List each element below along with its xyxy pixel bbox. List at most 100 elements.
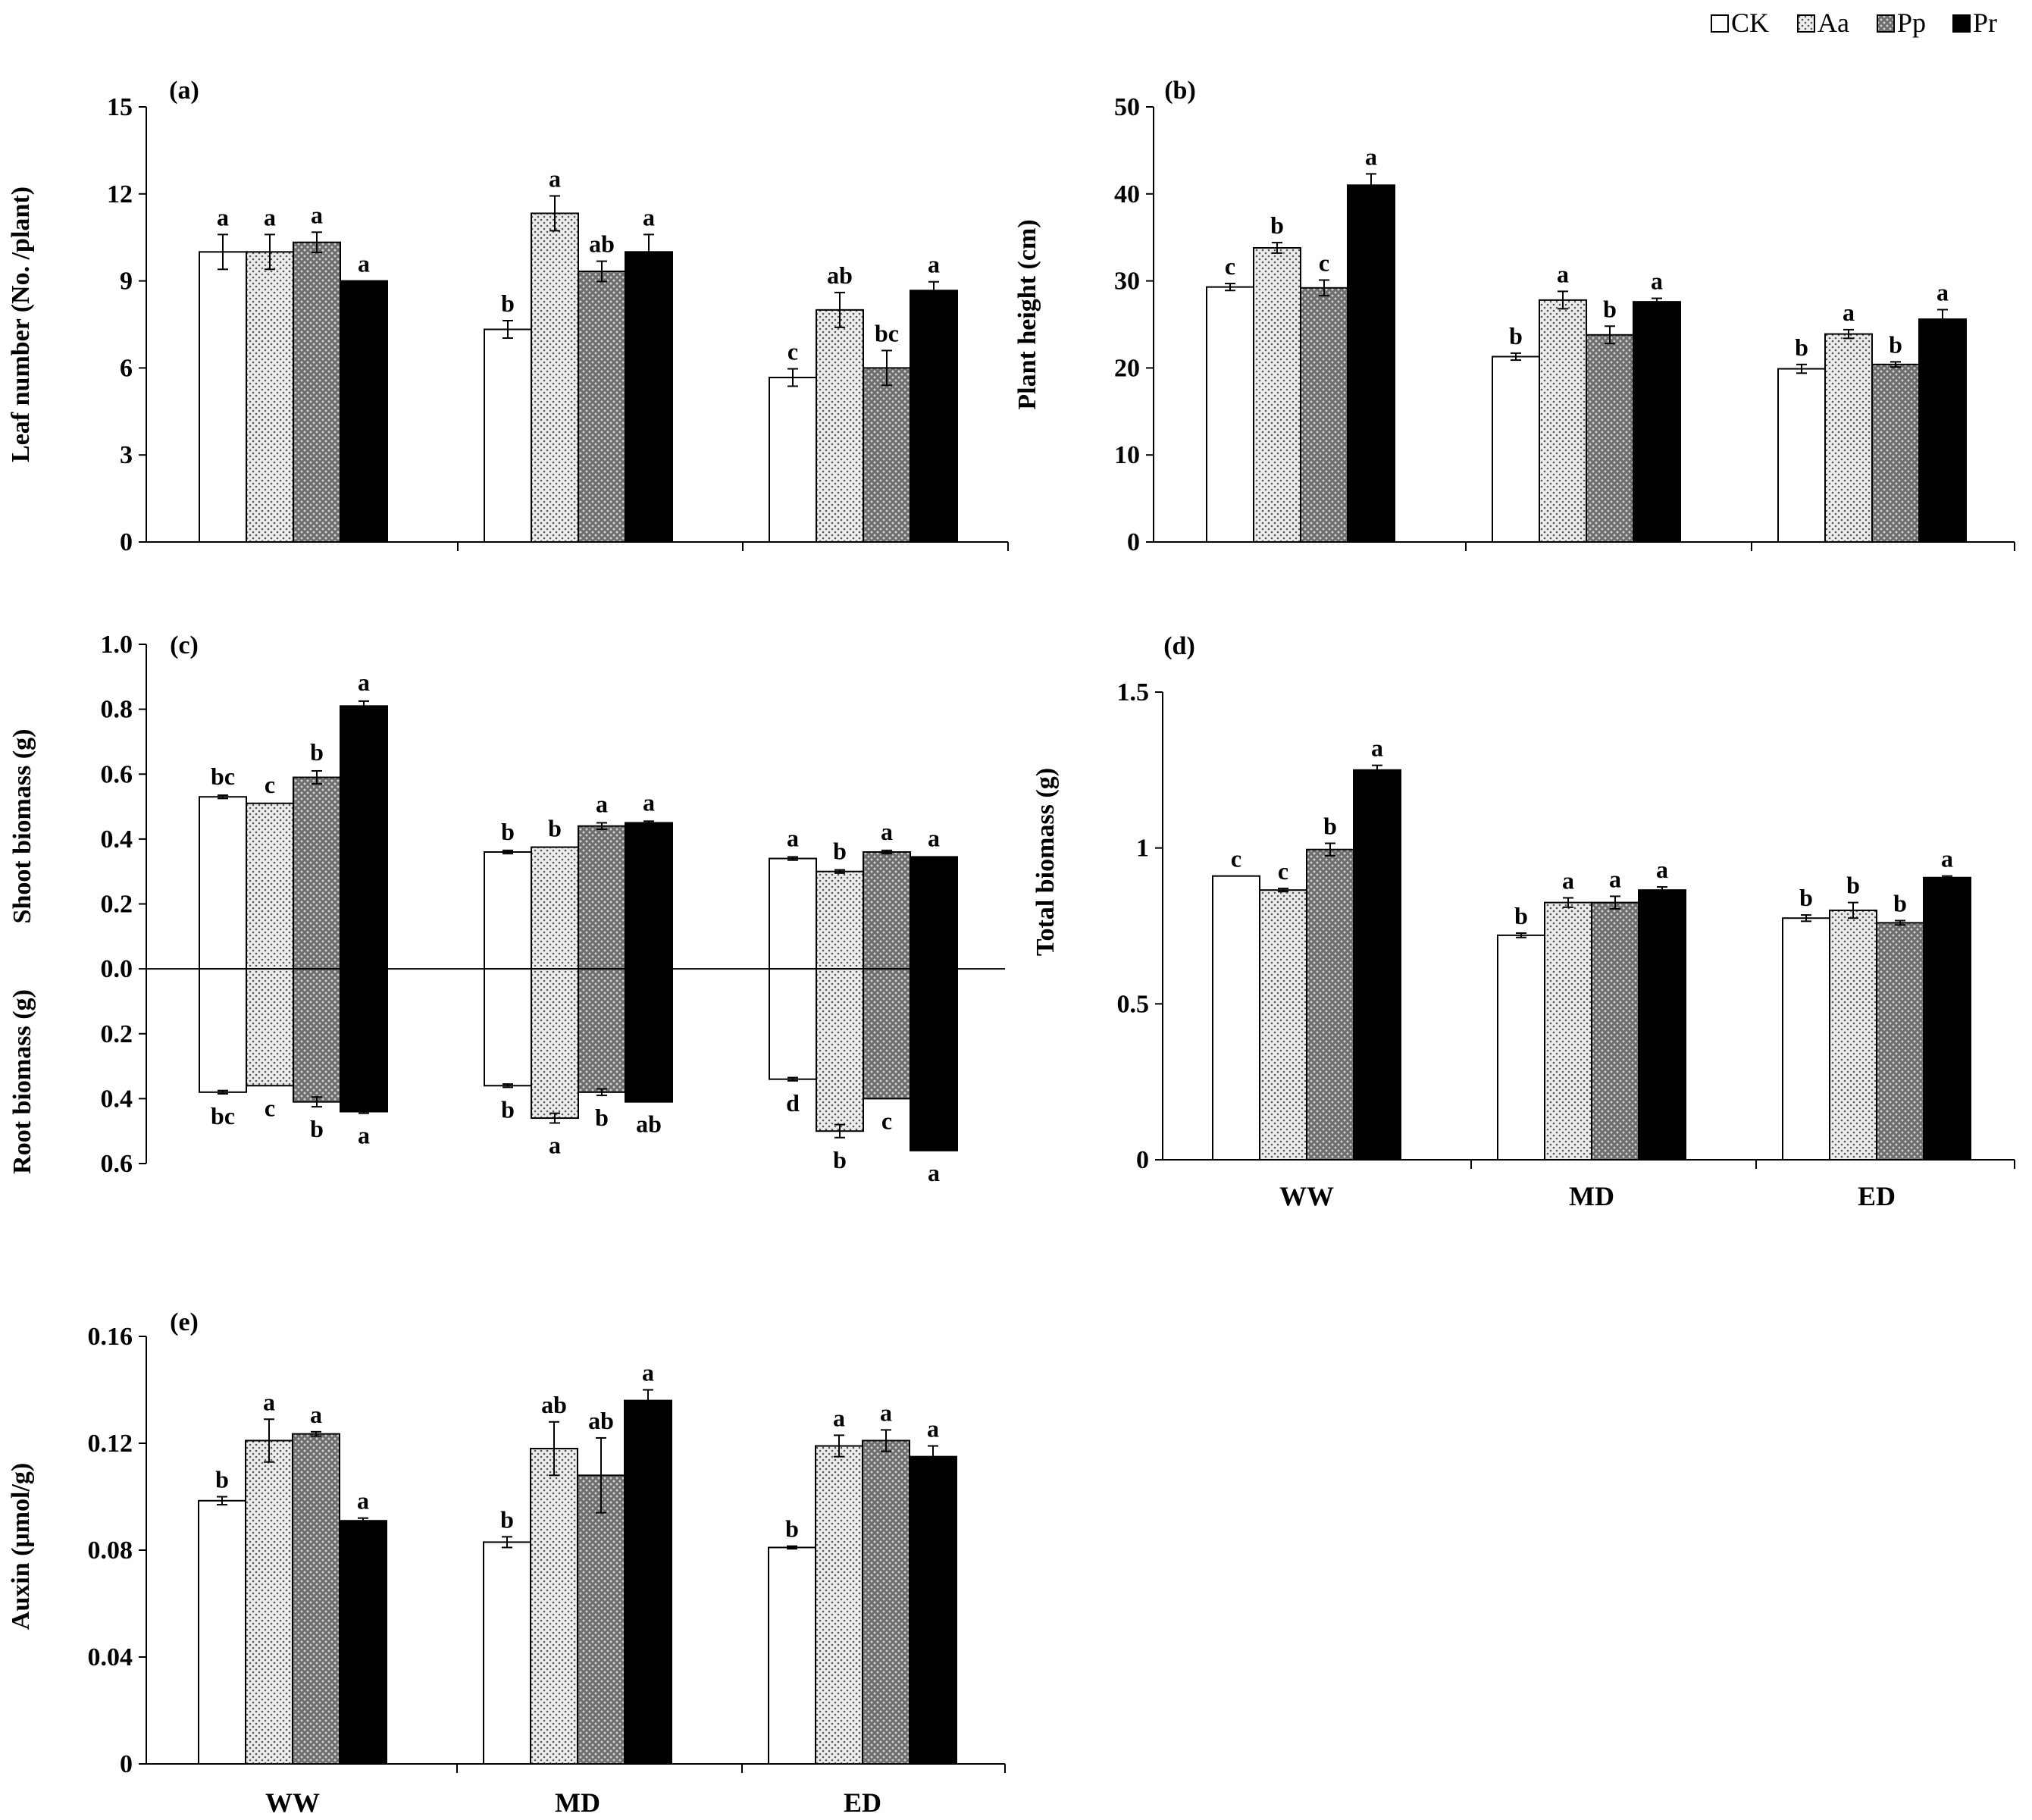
- shoot-bar-aa-ed: [816, 870, 864, 970]
- y-tick-label: 0.12: [88, 1430, 133, 1458]
- y-tick-label: 30: [1114, 268, 1140, 296]
- y-tick-label: 0: [120, 1750, 133, 1778]
- significance-letter: a: [1656, 856, 1668, 883]
- y-tick-label: 20: [1114, 354, 1140, 382]
- bar-pp-ed: [1871, 363, 1920, 543]
- shoot-bar-aa-ww: [246, 802, 294, 970]
- significance-letter: a: [549, 164, 561, 192]
- x-category-label: MD: [1569, 1181, 1614, 1211]
- y-tick-label: 0.04: [88, 1643, 133, 1671]
- bar-ck-md: [484, 328, 532, 543]
- significance-letter: bc: [875, 319, 899, 346]
- y-tick-label: 0.4: [101, 1085, 133, 1113]
- significance-letter: b: [1514, 902, 1528, 929]
- significance-letter: b: [500, 1505, 514, 1533]
- bar-pp-ed: [1876, 922, 1924, 1161]
- y-tick-label: 9: [120, 268, 133, 296]
- bar-aa-ed: [1829, 909, 1877, 1161]
- shoot-bar-pr-md: [625, 822, 673, 970]
- legend-label-aa: Aa: [1818, 8, 1849, 38]
- significance-letter: a: [310, 1401, 322, 1428]
- bar-pr-ww: [340, 280, 388, 543]
- significance-letter: a: [928, 251, 940, 278]
- shoot-bar-ck-ed: [769, 857, 817, 970]
- significance-letter: a: [358, 669, 370, 696]
- shoot-bar-ck-ww: [199, 796, 247, 970]
- panel-label: (c): [170, 631, 199, 659]
- legend-label-ck: CK: [1731, 8, 1769, 38]
- significance-letter: b: [833, 1146, 847, 1173]
- significance-letter: a: [596, 790, 608, 817]
- bar-pr-ww: [339, 1520, 387, 1765]
- significance-letter: a: [1651, 268, 1663, 295]
- y-tick-label: 0: [1127, 528, 1140, 556]
- y-axis-title: Leaf number (No. /plant): [7, 186, 35, 462]
- significance-letter: a: [263, 1388, 275, 1415]
- root-bar-aa-ww: [246, 968, 294, 1087]
- significance-letter: a: [1843, 299, 1855, 326]
- bar-pr-ed: [910, 290, 958, 543]
- shoot-bar-pp-ww: [293, 776, 341, 970]
- y-tick-label: 0.2: [101, 1020, 133, 1048]
- significance-letter: b: [1603, 295, 1617, 322]
- x-category-label: ED: [844, 1787, 881, 1818]
- bar-pr-ww: [1353, 769, 1401, 1161]
- panel-label: (a): [169, 77, 199, 105]
- bar-aa-ed: [815, 1445, 863, 1765]
- root-bar-aa-md: [531, 968, 579, 1120]
- significance-letter: b: [1889, 330, 1902, 358]
- bar-pr-md: [1633, 301, 1681, 543]
- significance-letter: ab: [588, 1407, 614, 1434]
- y-axis-title: Total biomass (g): [1032, 768, 1060, 956]
- significance-letter: a: [928, 1159, 940, 1186]
- bar-pr-ed: [1923, 876, 1971, 1161]
- significance-letter: b: [833, 838, 847, 865]
- significance-letter: a: [643, 203, 655, 230]
- bar-pr-md: [1638, 889, 1686, 1161]
- significance-letter: a: [642, 1359, 654, 1386]
- bar-ck-ww: [198, 1499, 246, 1765]
- panel-c-shoot-root-biomass: 1.00.80.60.40.20.00.20.40.6bcbcccbbaabbb…: [8, 631, 1005, 1186]
- y-tick-label: 0.6: [101, 760, 133, 788]
- y-tick-label: 0.5: [1117, 990, 1150, 1018]
- bar-aa-ww: [1253, 246, 1301, 543]
- significance-letter: c: [1319, 249, 1329, 276]
- bar-ck-md: [483, 1541, 531, 1765]
- significance-letter: b: [501, 818, 515, 845]
- y-tick-label: 1.0: [101, 631, 133, 659]
- y-tick-label: 1: [1136, 835, 1149, 863]
- significance-letter: a: [358, 250, 370, 277]
- significance-letter: a: [643, 788, 655, 816]
- bar-aa-ww: [1259, 889, 1307, 1161]
- x-category-label: ED: [1858, 1181, 1896, 1211]
- significance-letter: a: [928, 824, 940, 851]
- bar-pp-ww: [292, 1433, 340, 1765]
- bar-aa-ed: [1824, 333, 1873, 543]
- y-tick-label: 1.5: [1117, 678, 1150, 706]
- significance-letter: b: [215, 1466, 229, 1493]
- bar-pp-md: [577, 1474, 625, 1765]
- significance-letter: a: [549, 1131, 561, 1158]
- significance-letter: ab: [589, 230, 615, 258]
- bar-ck-ww: [1206, 286, 1254, 543]
- significance-letter: c: [265, 771, 275, 798]
- significance-letter: ab: [827, 262, 853, 289]
- y-axis-title-shoot: Shoot biomass (g): [8, 729, 36, 924]
- x-category-label: WW: [1279, 1181, 1334, 1211]
- significance-letter: bc: [211, 1102, 235, 1129]
- y-tick-label: 6: [120, 354, 133, 382]
- bar-pr-ed: [1918, 318, 1967, 543]
- significance-letter: ab: [636, 1110, 662, 1138]
- y-tick-label: 0: [120, 528, 133, 556]
- bar-pp-md: [1591, 901, 1639, 1161]
- significance-letter: a: [787, 824, 799, 851]
- shoot-bar-ck-md: [484, 851, 532, 970]
- bar-pr-md: [625, 251, 673, 543]
- y-tick-label: 12: [107, 180, 133, 208]
- significance-letter: a: [1371, 735, 1383, 762]
- y-tick-label: 0.08: [88, 1537, 133, 1565]
- bar-ck-ww: [199, 251, 247, 543]
- root-bar-ck-md: [484, 968, 532, 1087]
